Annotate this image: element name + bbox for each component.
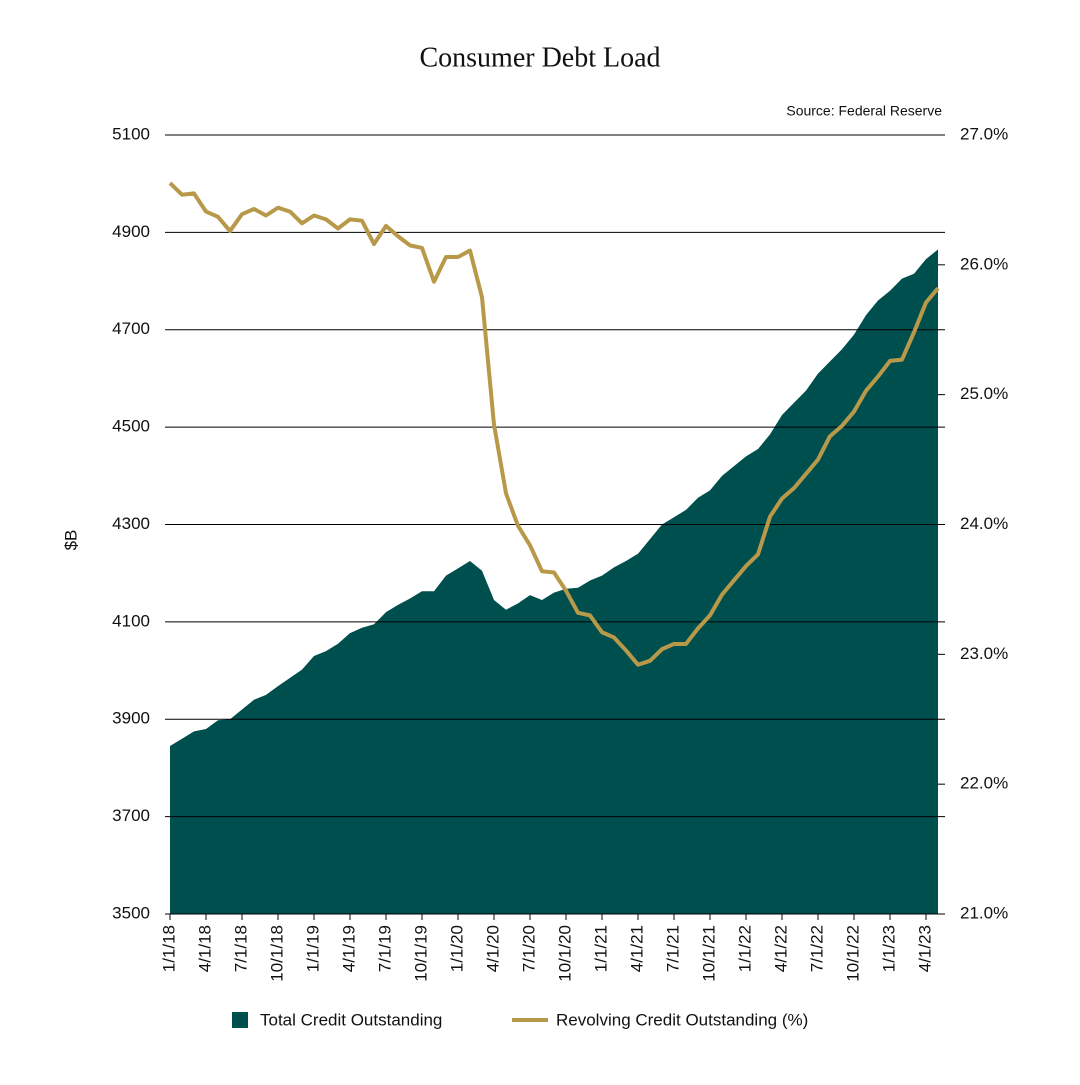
x-tick-label: 10/1/18 [267,925,286,982]
y2-tick-label: 22.0% [960,774,1008,793]
y2-tick-label: 23.0% [960,644,1008,663]
y2-tick-label: 25.0% [960,384,1008,403]
source: Source: Federal Reserve [786,103,942,119]
y-tick-label: 4900 [112,222,150,241]
x-tick-label: 10/1/21 [699,925,718,982]
legend-label: Revolving Credit Outstanding (%) [556,1010,808,1029]
x-tick-label: 7/1/18 [231,925,250,972]
x-tick-label: 10/1/19 [411,925,430,982]
x-tick-label: 1/1/18 [159,925,178,972]
x-tick-label: 4/1/23 [915,925,934,972]
line [168,181,940,667]
y2-tick-label: 21.0% [960,903,1008,922]
y2-tick-label: 27.0% [960,124,1008,143]
x-tick-label: 4/1/22 [771,925,790,972]
y-tick-label: 5100 [112,124,150,143]
y-tick-label: 4700 [112,319,150,338]
x-tick-label: 10/1/22 [843,925,862,982]
area [170,249,938,914]
x-tick-label: 4/1/18 [195,925,214,972]
y-axis-label: $B [61,530,80,551]
x-tick-label: 1/1/22 [735,925,754,972]
x-tick-label: 1/1/21 [591,925,610,972]
chart-title: Consumer Debt Load [419,42,660,73]
x-tick-label: 10/1/20 [555,925,574,982]
y2-tick-label: 24.0% [960,514,1008,533]
x-tick-label: 4/1/20 [483,925,502,972]
x-tick-label: 7/1/22 [807,925,826,972]
x-tick-label: 1/1/20 [447,925,466,972]
x-tick-label: 7/1/19 [375,925,394,972]
legend-label: Total Credit Outstanding [260,1010,442,1029]
x-tick-label: 7/1/20 [519,925,538,972]
x-tick-label: 4/1/19 [339,925,358,972]
y-tick-label: 3500 [112,903,150,922]
y-tick-label: 3900 [112,709,150,728]
x-tick-label: 1/1/23 [879,925,898,972]
y-tick-label: 3700 [112,806,150,825]
legend-swatch [232,1012,248,1028]
y-tick-label: 4300 [112,514,150,533]
y-tick-label: 4500 [112,417,150,436]
y-tick-label: 4100 [112,611,150,630]
x-tick-label: 7/1/21 [663,925,682,972]
x-tick-label: 1/1/19 [303,925,322,972]
y2-tick-label: 26.0% [960,254,1008,273]
x-tick-label: 4/1/21 [627,925,646,972]
